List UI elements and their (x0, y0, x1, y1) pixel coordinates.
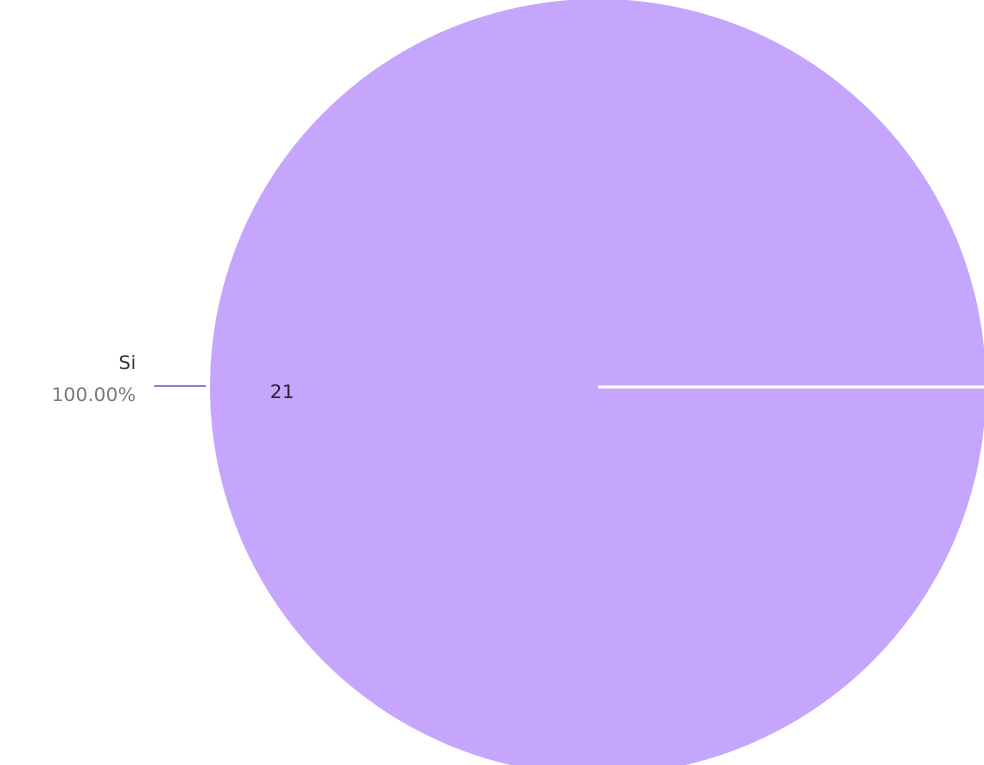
pie-slice-si[interactable] (210, 0, 984, 765)
slice-data-label: 21 (270, 381, 294, 403)
slice-label-name: Si (119, 352, 136, 374)
slice-label-percent: 100.00% (51, 384, 136, 406)
